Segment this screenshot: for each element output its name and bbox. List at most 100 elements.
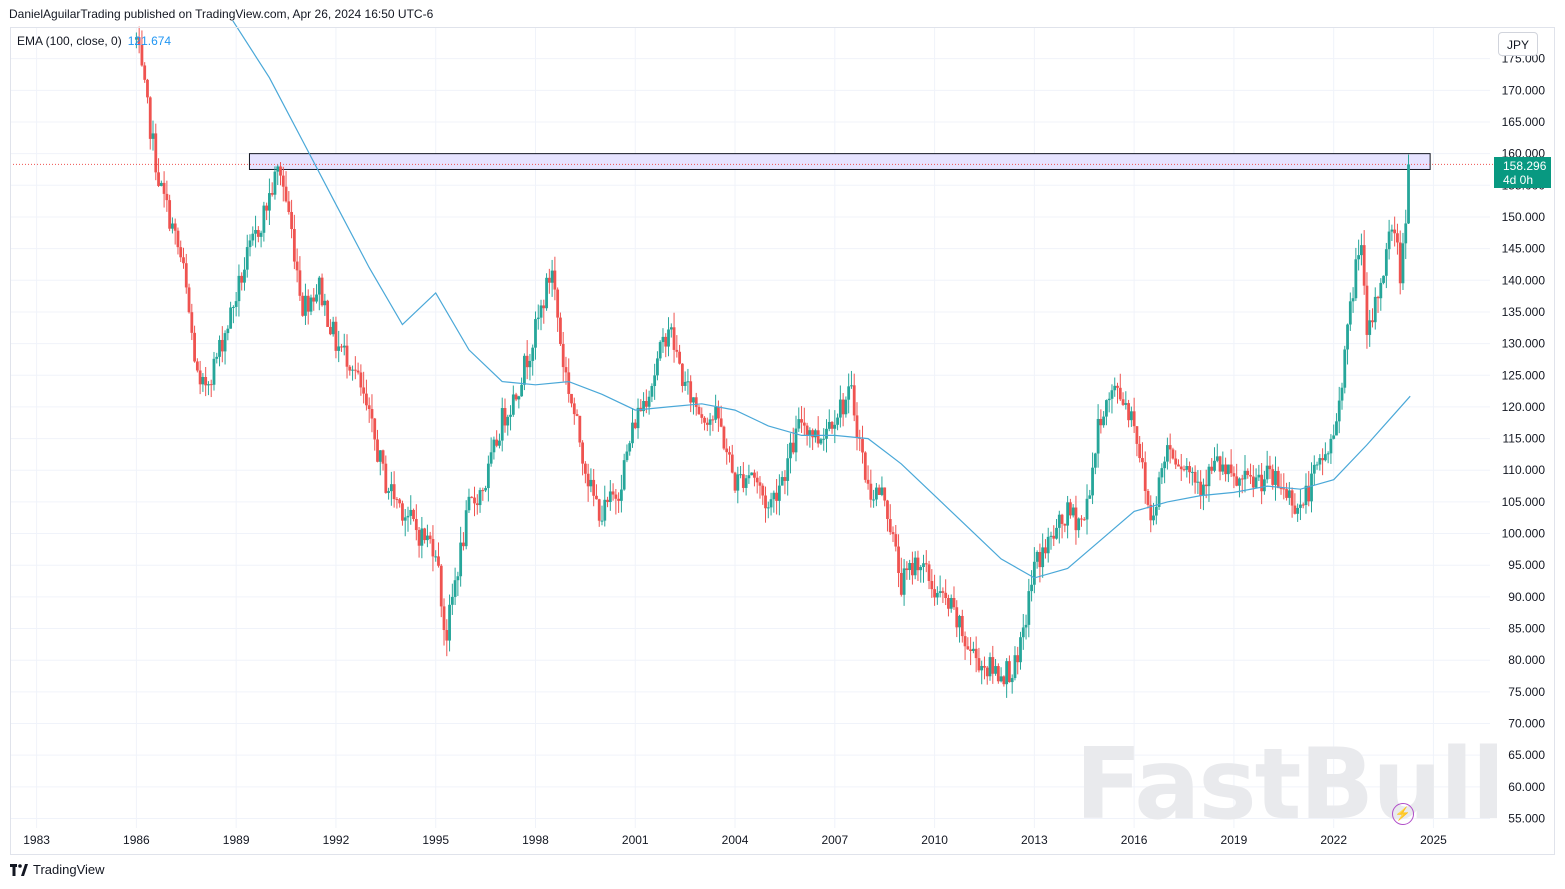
y-tick-label: 85.000: [1508, 622, 1545, 636]
candle-body: [201, 376, 205, 385]
candle-body: [1282, 488, 1286, 490]
candle-body: [536, 317, 540, 320]
candle-body: [1182, 469, 1186, 471]
candle-body: [1132, 411, 1136, 427]
candle-body: [547, 277, 551, 283]
candle-body: [1229, 464, 1233, 474]
candle-body: [935, 592, 939, 598]
candle-body: [703, 417, 706, 423]
x-tick-label: 2013: [1021, 833, 1048, 847]
candle-body: [218, 339, 221, 357]
candle-body: [1254, 477, 1258, 488]
x-tick-label: 1983: [23, 833, 50, 847]
candle-body: [656, 358, 659, 376]
candle-body: [570, 393, 573, 404]
candle-body: [614, 494, 618, 499]
candle-body: [625, 451, 629, 461]
candle-body: [667, 329, 670, 347]
candle-body: [209, 384, 213, 386]
y-tick-label: 165.000: [1502, 115, 1546, 129]
y-tick-label: 65.000: [1508, 748, 1545, 762]
candle-body: [980, 665, 984, 671]
candle-body: [922, 563, 925, 568]
candle-body: [811, 430, 815, 438]
candle-body: [243, 269, 246, 283]
candle-body: [1146, 490, 1150, 505]
candle-body: [863, 452, 867, 480]
candle-body: [337, 346, 341, 351]
candle-body: [1215, 456, 1219, 461]
candle-body: [162, 182, 166, 194]
footer-brand[interactable]: TradingView: [10, 862, 105, 877]
candle-body: [969, 649, 973, 652]
resistance-zone: [248, 153, 1431, 170]
candle-body: [1384, 249, 1388, 276]
candle-body: [317, 277, 321, 295]
candle-body: [1401, 243, 1405, 284]
candle-body: [1008, 661, 1011, 683]
candle-body: [1196, 481, 1200, 483]
candle-body: [1382, 275, 1385, 283]
candle-body: [941, 591, 945, 593]
y-axis-ticks: 55.000 60.000 65.000 70.000 75.000 80.000 85.0…: [1502, 52, 1546, 826]
resistance-zone-rect: [248, 153, 1431, 170]
candle-body: [1199, 481, 1203, 496]
candle-body: [1121, 399, 1125, 405]
lightning-icon[interactable]: ⚡: [1392, 803, 1414, 825]
candle-body: [265, 205, 269, 211]
candle-body: [187, 287, 191, 313]
x-tick-label: 1995: [422, 833, 449, 847]
candle-body: [1373, 296, 1377, 323]
candle-body: [464, 510, 468, 547]
candle-body: [171, 223, 174, 229]
candle-body: [1335, 421, 1338, 436]
candle-body: [758, 482, 762, 486]
candle-body: [284, 186, 288, 202]
candle-body: [642, 400, 645, 412]
candle-body: [387, 491, 390, 493]
candle-body: [697, 406, 701, 415]
candle-body: [276, 166, 280, 172]
currency-button[interactable]: JPY: [1498, 32, 1538, 56]
candle-body: [633, 422, 637, 429]
candle-body: [1091, 467, 1094, 496]
candle-body: [292, 229, 296, 262]
candle-body: [478, 490, 482, 506]
candle-body: [1226, 464, 1230, 475]
candle-body: [1362, 245, 1366, 286]
indicator-legend[interactable]: EMA (100, close, 0) 121.674: [17, 34, 171, 48]
candle-body: [140, 44, 144, 66]
candle-body: [816, 430, 820, 444]
candle-body: [1185, 466, 1189, 470]
candle-body: [467, 496, 471, 511]
candle-body: [1351, 298, 1355, 302]
y-tick-label: 135.000: [1502, 305, 1546, 319]
candle-body: [597, 499, 601, 521]
y-tick-label: 120.000: [1502, 400, 1546, 414]
candle-body: [1293, 505, 1297, 514]
candle-body: [949, 597, 953, 609]
candle-body: [212, 358, 216, 385]
candle-body: [517, 396, 521, 400]
candle-body: [531, 347, 535, 361]
candle-body: [481, 490, 485, 492]
candle-body: [179, 247, 183, 258]
candle-body: [722, 426, 726, 449]
candle-body: [938, 591, 942, 593]
y-tick-label: 105.000: [1502, 495, 1546, 509]
candle-body: [1318, 458, 1322, 465]
candle-body: [872, 499, 876, 501]
candle-body: [223, 333, 227, 352]
candle-body: [176, 230, 180, 248]
y-tick-label: 125.000: [1502, 368, 1546, 382]
candle-body: [650, 385, 654, 397]
candle-body: [168, 200, 172, 229]
candle-body: [1093, 453, 1097, 468]
candle-body: [365, 393, 368, 406]
candle-body: [855, 415, 859, 438]
candle-body: [1357, 255, 1361, 260]
candle-body: [143, 65, 147, 80]
candle-body: [1221, 464, 1225, 472]
candle-body: [711, 419, 715, 421]
